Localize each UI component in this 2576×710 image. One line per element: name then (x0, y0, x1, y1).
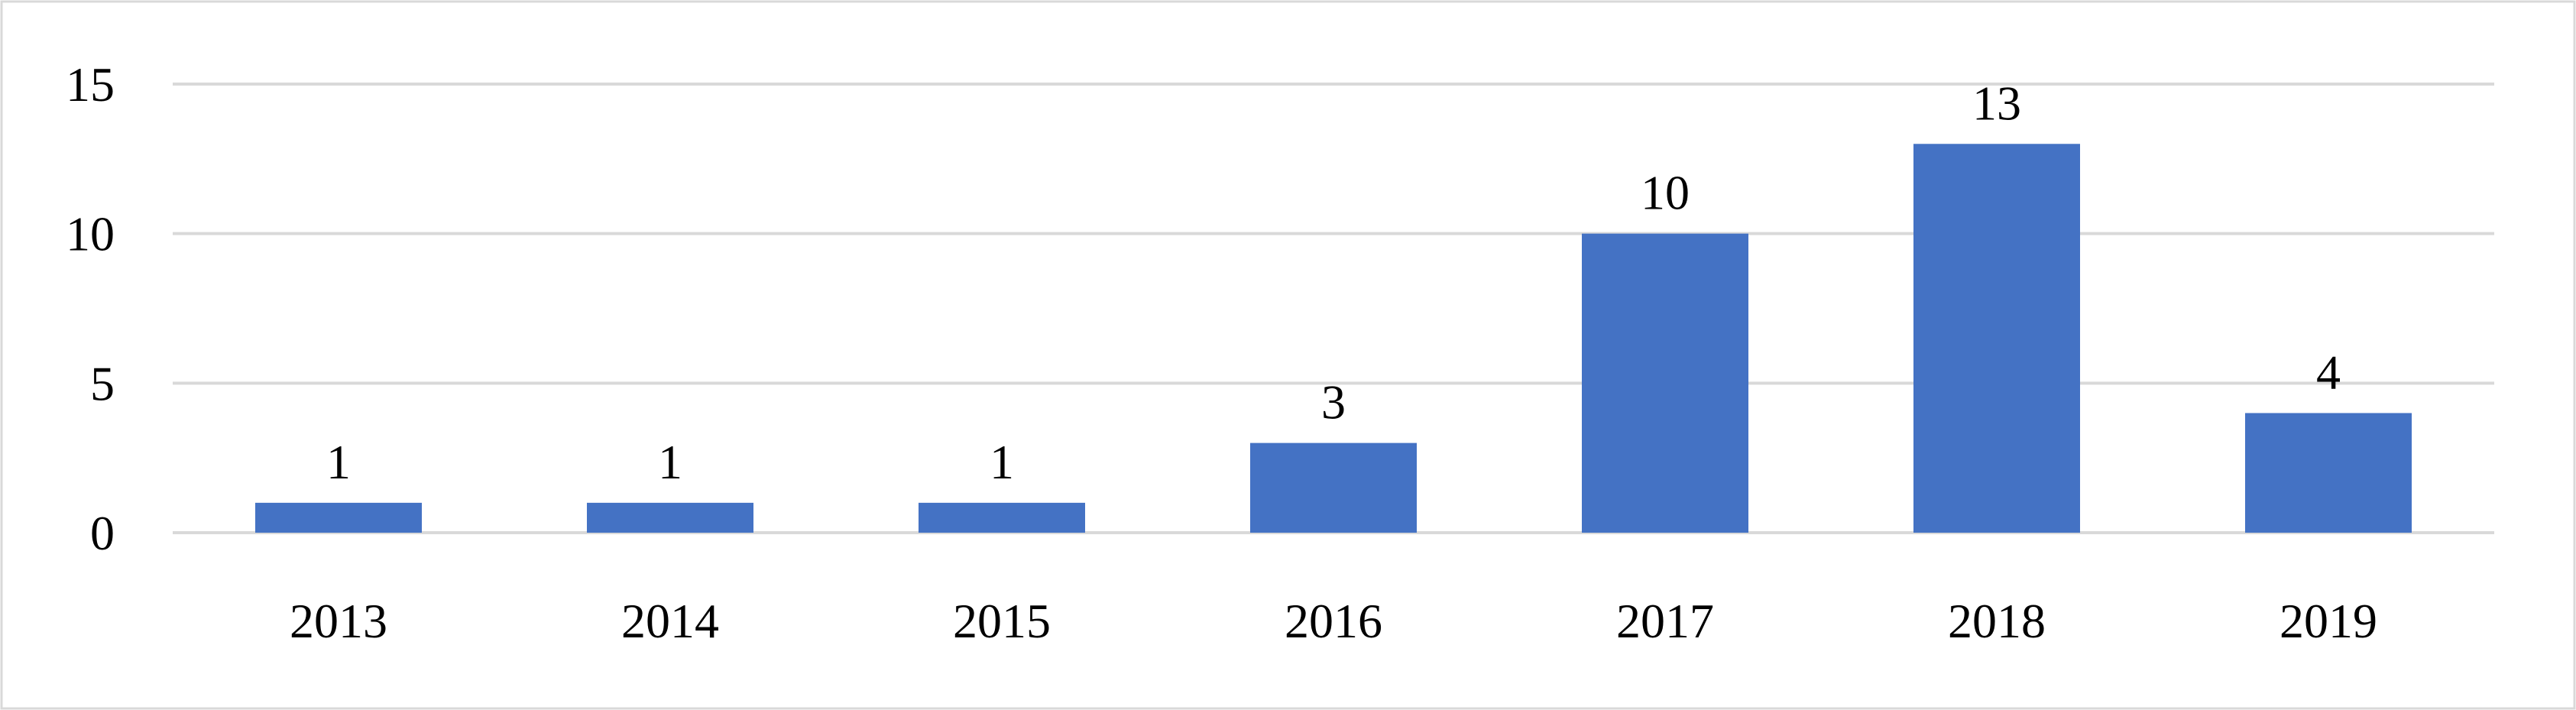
data-label-2019: 4 (2316, 345, 2341, 399)
data-label-2015: 1 (990, 435, 1014, 489)
x-axis-category-labels: 2013 2014 2015 2016 2017 2018 2019 (290, 594, 2377, 648)
bar-2014 (587, 502, 753, 533)
y-tick-label-10: 10 (66, 207, 115, 261)
bar-2018 (1913, 144, 2080, 533)
x-tick-label-2019: 2019 (2280, 594, 2377, 648)
x-tick-label-2017: 2017 (1616, 594, 1714, 648)
data-label-2017: 10 (1641, 166, 1690, 220)
bar-2016 (1250, 443, 1417, 533)
y-tick-label-5: 5 (90, 356, 115, 410)
bar-2019 (2245, 413, 2412, 533)
bars (255, 144, 2412, 533)
data-label-2016: 3 (1321, 375, 1346, 430)
bar-2017 (1582, 233, 1748, 533)
x-tick-label-2013: 2013 (290, 594, 387, 648)
bar-2013 (255, 502, 422, 533)
y-axis-tick-labels: 0 5 10 15 (66, 57, 115, 560)
x-tick-label-2015: 2015 (953, 594, 1051, 648)
x-tick-label-2016: 2016 (1285, 594, 1382, 648)
x-tick-label-2018: 2018 (1948, 594, 2046, 648)
data-label-2014: 1 (658, 435, 682, 489)
data-label-2018: 13 (1972, 76, 2021, 130)
bar-2015 (919, 502, 1085, 533)
y-tick-label-0: 0 (90, 506, 115, 560)
data-label-2013: 1 (326, 435, 351, 489)
y-tick-label-15: 15 (66, 57, 115, 112)
x-tick-label-2014: 2014 (621, 594, 719, 648)
